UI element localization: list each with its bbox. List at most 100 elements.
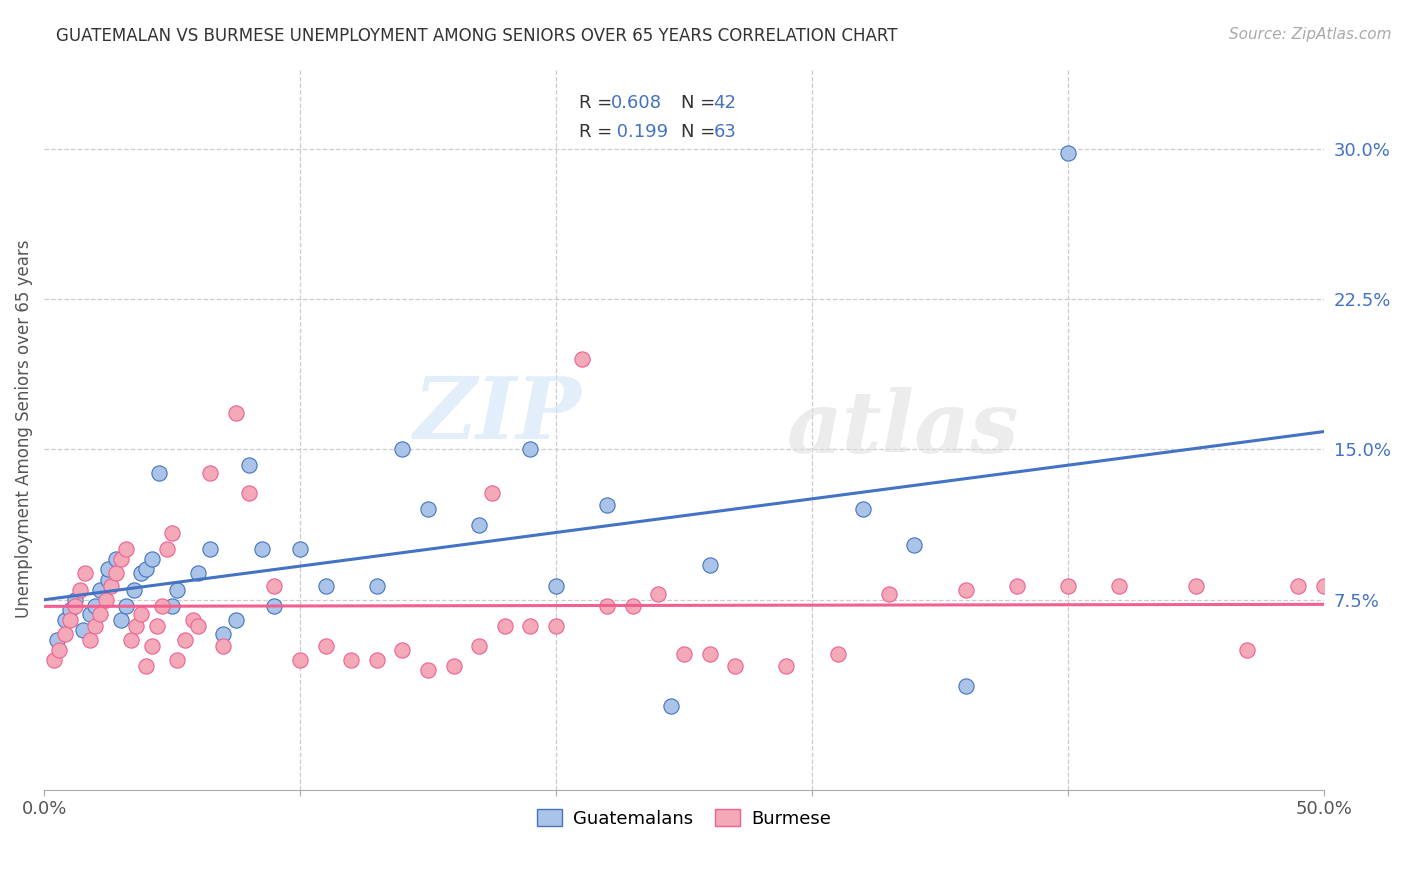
Point xyxy=(79,607,101,621)
Point xyxy=(238,458,260,473)
Point xyxy=(1108,578,1130,592)
Point xyxy=(44,653,66,667)
Point xyxy=(145,618,167,632)
Point xyxy=(200,467,222,481)
Point xyxy=(903,538,925,552)
Text: Source: ZipAtlas.com: Source: ZipAtlas.com xyxy=(1229,27,1392,42)
Point xyxy=(59,613,82,627)
Point xyxy=(160,526,183,541)
Point xyxy=(166,653,188,667)
Point xyxy=(97,562,120,576)
Point xyxy=(1286,578,1309,592)
Point xyxy=(166,582,188,597)
Point xyxy=(131,566,153,581)
Point xyxy=(238,486,260,500)
Point xyxy=(1313,578,1336,592)
Point xyxy=(288,653,311,667)
Point xyxy=(1057,145,1080,160)
Point xyxy=(468,518,491,533)
Point xyxy=(187,566,209,581)
Point xyxy=(544,618,567,632)
Text: R =: R = xyxy=(579,122,619,141)
Point xyxy=(571,352,593,367)
Point xyxy=(141,552,163,566)
Point xyxy=(1005,578,1028,592)
Point xyxy=(699,647,721,661)
Point xyxy=(200,542,222,557)
Point xyxy=(135,658,157,673)
Point xyxy=(150,599,173,613)
Point xyxy=(416,502,439,516)
Point xyxy=(122,582,145,597)
Point xyxy=(1236,642,1258,657)
Point xyxy=(148,467,170,481)
Text: 0.608: 0.608 xyxy=(612,94,662,112)
Point xyxy=(156,542,179,557)
Point xyxy=(97,573,120,587)
Point xyxy=(160,599,183,613)
Point xyxy=(187,618,209,632)
Point xyxy=(120,632,142,647)
Text: atlas: atlas xyxy=(786,387,1019,471)
Point xyxy=(519,618,541,632)
Point xyxy=(468,639,491,653)
Point xyxy=(724,658,747,673)
Point xyxy=(647,586,669,600)
Point xyxy=(391,442,413,457)
Point xyxy=(115,542,138,557)
Point xyxy=(100,578,122,592)
Point xyxy=(494,618,516,632)
Point xyxy=(391,642,413,657)
Point xyxy=(852,502,875,516)
Point xyxy=(69,582,91,597)
Point xyxy=(63,592,86,607)
Point xyxy=(48,642,70,657)
Point xyxy=(672,647,695,661)
Point xyxy=(141,639,163,653)
Text: GUATEMALAN VS BURMESE UNEMPLOYMENT AMONG SENIORS OVER 65 YEARS CORRELATION CHART: GUATEMALAN VS BURMESE UNEMPLOYMENT AMONG… xyxy=(56,27,898,45)
Point xyxy=(181,613,204,627)
Point xyxy=(659,698,682,713)
Point xyxy=(110,552,132,566)
Point xyxy=(366,578,388,592)
Point xyxy=(212,639,235,653)
Point xyxy=(94,592,117,607)
Point xyxy=(775,658,797,673)
Point xyxy=(104,566,127,581)
Point xyxy=(250,542,273,557)
Point xyxy=(125,618,148,632)
Point xyxy=(443,658,465,673)
Point xyxy=(481,486,503,500)
Point xyxy=(621,599,644,613)
Point xyxy=(263,578,285,592)
Point xyxy=(544,578,567,592)
Point xyxy=(75,566,97,581)
Text: ZIP: ZIP xyxy=(413,373,582,457)
Point xyxy=(84,599,107,613)
Point xyxy=(59,602,82,616)
Point xyxy=(135,562,157,576)
Point xyxy=(84,618,107,632)
Text: N =: N = xyxy=(682,94,721,112)
Point xyxy=(955,679,977,693)
Legend: Guatemalans, Burmese: Guatemalans, Burmese xyxy=(530,802,838,835)
Text: 42: 42 xyxy=(713,94,737,112)
Text: N =: N = xyxy=(682,122,721,141)
Point xyxy=(53,626,76,640)
Text: R =: R = xyxy=(579,94,619,112)
Point xyxy=(110,613,132,627)
Point xyxy=(115,599,138,613)
Point xyxy=(225,406,247,420)
Point xyxy=(288,542,311,557)
Point xyxy=(131,607,153,621)
Point xyxy=(53,613,76,627)
Point xyxy=(699,558,721,573)
Point xyxy=(416,663,439,677)
Point xyxy=(596,499,619,513)
Y-axis label: Unemployment Among Seniors over 65 years: Unemployment Among Seniors over 65 years xyxy=(15,240,32,618)
Point xyxy=(827,647,849,661)
Point xyxy=(79,632,101,647)
Point xyxy=(89,582,111,597)
Point xyxy=(173,632,195,647)
Point xyxy=(596,599,619,613)
